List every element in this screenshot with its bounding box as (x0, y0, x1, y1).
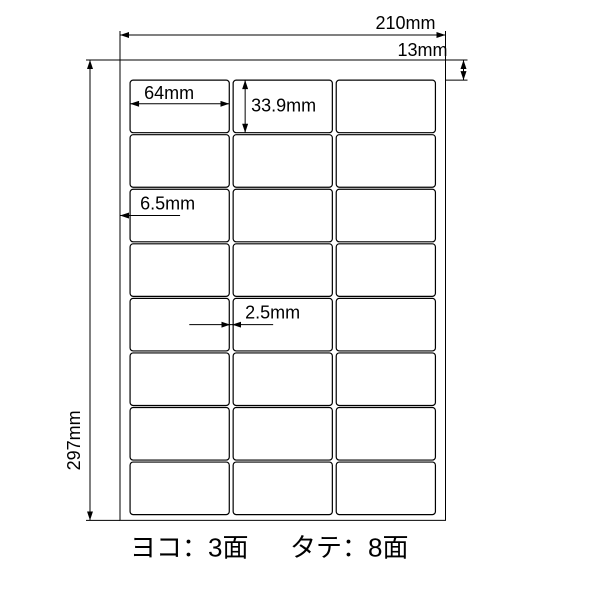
label-cell (233, 408, 332, 461)
dim-label-height-label: 33.9mm (251, 95, 316, 115)
label-cell (336, 462, 435, 515)
label-cell (336, 135, 435, 188)
caption-rows: タテ：8面 (290, 532, 408, 562)
dim-sheet-height-label: 297mm (64, 410, 84, 470)
dim-label-width-label: 64mm (144, 83, 194, 103)
label-cell (233, 244, 332, 297)
label-cell (130, 462, 229, 515)
label-cell (130, 244, 229, 297)
label-cell (336, 353, 435, 406)
dim-top-margin-label: 13mm (398, 40, 448, 60)
label-cell (233, 353, 332, 406)
label-cell (233, 462, 332, 515)
label-cell (336, 189, 435, 242)
label-cell (233, 135, 332, 188)
label-cell (130, 135, 229, 188)
label-cell (130, 408, 229, 461)
label-cell (336, 244, 435, 297)
label-cell (336, 298, 435, 351)
dim-sheet-width-label: 210mm (376, 13, 436, 33)
dim-left-margin-label: 6.5mm (140, 194, 195, 214)
label-cell (130, 353, 229, 406)
label-cell (233, 189, 332, 242)
caption-cols: ヨコ：3面 (130, 532, 248, 562)
dim-hgap-label: 2.5mm (245, 303, 300, 323)
label-cell (336, 408, 435, 461)
label-cell (336, 80, 435, 133)
